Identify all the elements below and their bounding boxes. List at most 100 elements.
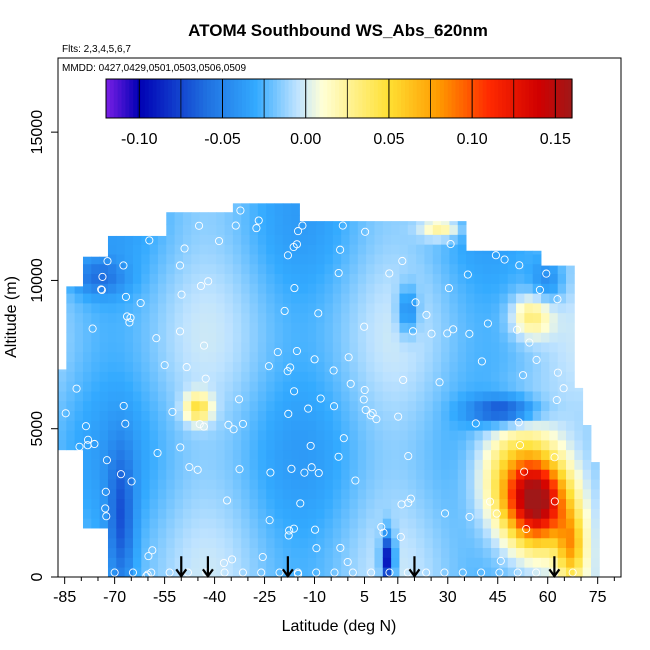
- heatmap-cell: [141, 439, 151, 451]
- heatmap-cell: [316, 302, 325, 314]
- heatmap-cell: [157, 244, 167, 255]
- heatmap-cell: [216, 302, 225, 314]
- heatmap-cell: [399, 430, 409, 441]
- heatmap-cell: [116, 518, 126, 529]
- heatmap-cell: [524, 312, 534, 323]
- x-tick-label: -55: [153, 589, 176, 606]
- heatmap-cell: [274, 244, 284, 255]
- heatmap-cell: [432, 293, 442, 304]
- heatmap-cell: [457, 400, 467, 412]
- heatmap-cell: [241, 508, 250, 519]
- heatmap-cell: [441, 518, 450, 529]
- heatmap-cell: [549, 322, 559, 333]
- heatmap-cell: [116, 449, 126, 460]
- track-point: [119, 261, 128, 270]
- heatmap-cell: [182, 361, 192, 372]
- heatmap-cell: [441, 391, 450, 402]
- heatmap-cell: [349, 430, 359, 441]
- heatmap-cell: [374, 244, 384, 255]
- heatmap-cell: [316, 410, 325, 421]
- track-point: [289, 242, 298, 252]
- heatmap-cell: [382, 400, 392, 412]
- heatmap-cell: [407, 391, 417, 402]
- heatmap-cell: [466, 250, 475, 255]
- heatmap-cell: [557, 508, 567, 519]
- heatmap-cell: [191, 410, 200, 421]
- heatmap-cell: [432, 400, 442, 412]
- heatmap-cell: [449, 528, 459, 539]
- heatmap-cell: [316, 351, 325, 363]
- track-point: [196, 281, 205, 291]
- heatmap-cell: [291, 528, 300, 539]
- heatmap-cell: [324, 263, 334, 275]
- heatmap-cell: [491, 557, 500, 568]
- heatmap-cell: [374, 449, 384, 460]
- heatmap-cell: [424, 449, 434, 460]
- heatmap-cell: [157, 391, 167, 402]
- heatmap-cell: [424, 263, 434, 275]
- heatmap-cell: [349, 371, 359, 382]
- heatmap-cell: [507, 322, 517, 333]
- heatmap-cell: [341, 342, 350, 353]
- heatmap-cell: [191, 479, 200, 490]
- heatmap-cell: [166, 508, 175, 519]
- heatmap-cell: [124, 547, 134, 558]
- heatmap-cell: [416, 351, 425, 363]
- heatmap-cell: [424, 351, 434, 363]
- heatmap-cell: [232, 400, 242, 412]
- heatmap-cell: [482, 273, 492, 284]
- heatmap-cell: [457, 381, 467, 392]
- heatmap-cell: [449, 479, 459, 490]
- heatmap-cell: [91, 361, 101, 372]
- heatmap-cell: [82, 498, 92, 509]
- heatmap-cell: [107, 479, 117, 490]
- heatmap-cell: [582, 498, 592, 509]
- heatmap-cell: [291, 205, 300, 216]
- heatmap-cell: [507, 449, 517, 460]
- heatmap-cell: [274, 498, 284, 509]
- track-point: [307, 463, 316, 472]
- heatmap-cell: [274, 518, 284, 529]
- heatmap-cell: [191, 224, 200, 235]
- track-point: [136, 298, 145, 308]
- heatmap-cell: [449, 322, 459, 333]
- heatmap-cell: [141, 410, 151, 421]
- heatmap-cell: [532, 250, 542, 255]
- track-point: [568, 568, 577, 577]
- track-point: [336, 245, 345, 254]
- heatmap-cell: [174, 459, 184, 470]
- heatmap-cell: [324, 567, 334, 578]
- heatmap-cell: [474, 518, 484, 529]
- heatmap-cell: [474, 371, 484, 382]
- heatmap-cell: [432, 439, 442, 451]
- heatmap-cell: [282, 430, 292, 441]
- heatmap-cell: [407, 371, 417, 382]
- heatmap-cell: [474, 508, 484, 519]
- heatmap-cell: [307, 371, 317, 382]
- heatmap-cell: [516, 312, 525, 323]
- heatmap-cell: [566, 391, 575, 402]
- heatmap-cell: [482, 371, 492, 382]
- heatmap-cell: [457, 254, 467, 265]
- track-point: [220, 568, 229, 577]
- heatmap-cell: [516, 449, 525, 460]
- heatmap-cell: [274, 567, 284, 578]
- heatmap-cell: [199, 342, 209, 353]
- heatmap-cell: [124, 557, 134, 568]
- heatmap-cell: [566, 371, 575, 382]
- heatmap-cell: [291, 420, 300, 431]
- colorbar-strip: [152, 79, 158, 118]
- heatmap-cell: [266, 244, 275, 255]
- heatmap-cell: [499, 518, 509, 529]
- heatmap-cell: [99, 400, 109, 412]
- heatmap-cell: [191, 361, 200, 372]
- heatmap-cell: [174, 342, 184, 353]
- heatmap-cell: [174, 498, 184, 509]
- heatmap-cell: [66, 391, 76, 402]
- heatmap-cell: [116, 400, 126, 412]
- heatmap-cell: [124, 537, 134, 549]
- heatmap-cell: [216, 254, 225, 265]
- heatmap-cell: [449, 400, 459, 412]
- heatmap-cell: [482, 342, 492, 353]
- heatmap-cell: [257, 567, 267, 578]
